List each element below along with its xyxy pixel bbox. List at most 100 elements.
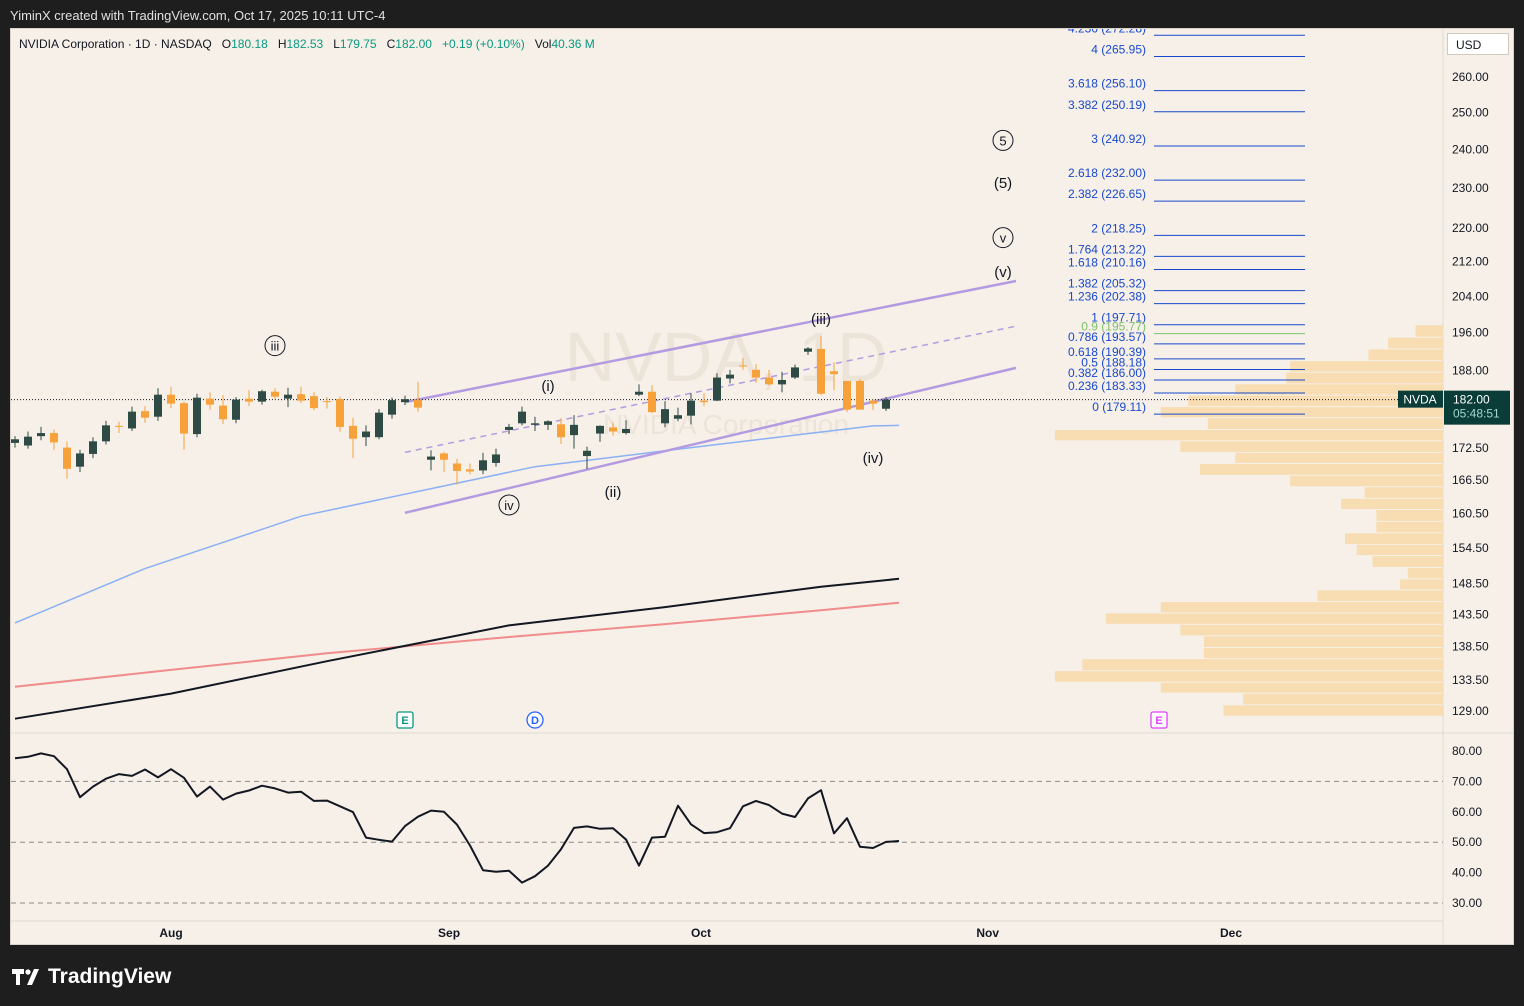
candle-body [115, 425, 123, 427]
wave-label: (ii) [605, 484, 622, 501]
candle [336, 396, 344, 432]
candle [375, 409, 383, 440]
price-tag [1444, 390, 1510, 425]
candle [206, 392, 214, 410]
price-tick-label: 148.50 [1452, 577, 1489, 591]
fib-level-label: 1.618 (210.16) [1068, 256, 1146, 270]
candle [466, 463, 474, 475]
candle-body [414, 399, 422, 408]
volume-profile-bar [1364, 487, 1443, 498]
close-label: C [386, 37, 396, 51]
price-tick-label: 154.50 [1452, 541, 1489, 555]
brand[interactable]: TradingView [12, 965, 171, 989]
candle [219, 395, 227, 424]
time-tick-label: Aug [159, 926, 182, 940]
candle [596, 425, 604, 442]
candle-body [700, 400, 708, 403]
volume-profile-bar [1235, 384, 1443, 395]
candle [362, 425, 370, 447]
candle-body [141, 411, 149, 418]
watermark-name: NVIDIA Corporation [603, 409, 849, 440]
high-value: 182.53 [286, 37, 324, 51]
candle-body [648, 391, 656, 413]
time-tick-label: Sep [438, 926, 460, 940]
fib-level-label: 4.236 (272.28) [1068, 29, 1146, 35]
candle [713, 373, 721, 402]
candle-body [544, 421, 552, 425]
candle [180, 401, 188, 450]
fib-level-label: 2.618 (232.00) [1068, 166, 1146, 180]
price-tick-label: 143.50 [1452, 608, 1489, 622]
candle [856, 379, 864, 410]
volume-profile-bar [1376, 521, 1443, 533]
event-marker[interactable]: E [396, 711, 414, 729]
candle-body [531, 423, 539, 425]
event-marker-shape [1150, 711, 1168, 729]
event-marker[interactable]: E [1150, 711, 1168, 729]
ma200-line [14, 577, 900, 720]
candle [440, 451, 448, 473]
rsi-tick-label: 30.00 [1452, 896, 1482, 910]
fib-level-label: 1.764 (213.22) [1068, 242, 1146, 256]
time-tick-label: Dec [1220, 926, 1242, 940]
volume-profile-bar [1082, 659, 1443, 671]
candle [479, 452, 487, 475]
attribution-text: YiminX created with TradingView.com, Oct… [10, 8, 386, 23]
candle [843, 380, 851, 413]
candle-body [661, 409, 669, 424]
candle-body [167, 394, 175, 404]
fib-level-label: 3.382 (250.19) [1068, 98, 1146, 112]
candle-body [258, 391, 266, 402]
candle-body [440, 453, 448, 460]
candle [141, 406, 149, 423]
candle-body [232, 399, 240, 420]
fib-level-label: 0.382 (186.00) [1068, 366, 1146, 380]
wave-label-circle [264, 335, 286, 357]
event-marker-shape [396, 711, 414, 729]
candle [115, 421, 123, 434]
candle-body [271, 391, 279, 397]
volume-profile-bar [1341, 498, 1443, 509]
volume-profile-bar [1415, 325, 1443, 337]
candle [661, 401, 669, 428]
event-marker[interactable]: D [526, 711, 544, 729]
candle-body [401, 399, 409, 403]
candle-body [24, 436, 32, 446]
candle-body [505, 426, 513, 430]
chart-frame[interactable]: NVDA, 1D NVIDIA Corporation 4.236 (272.28)… [10, 28, 1514, 945]
currency-selector[interactable]: USD [1447, 33, 1509, 55]
channel-middle-line [404, 325, 1017, 454]
candle [739, 357, 747, 370]
candle-body [752, 369, 760, 378]
wave-label: (i) [541, 378, 554, 395]
volume-profile-bar [1399, 579, 1443, 590]
candle-body [76, 453, 84, 467]
candle-body [427, 456, 435, 460]
candle-body [596, 425, 604, 434]
candle [687, 393, 695, 425]
candle [89, 437, 97, 459]
candle [50, 429, 58, 450]
volume-profile-bar [1317, 590, 1443, 602]
rsi-tick-label: 80.00 [1452, 744, 1482, 758]
candle-body [375, 412, 383, 438]
candle [648, 385, 656, 414]
price-tick-label: 166.50 [1452, 473, 1489, 487]
candle-body [687, 400, 695, 416]
volume-profile-bar [1376, 509, 1443, 521]
chart-canvas[interactable]: NVDA, 1D NVIDIA Corporation 4.236 (272.28)… [11, 29, 1513, 944]
wave-label: 5 [999, 133, 1006, 148]
wave-label: v [1000, 231, 1007, 246]
wave-label: (v) [994, 264, 1012, 281]
volume-profile-bar [1203, 648, 1443, 659]
candle [778, 371, 786, 393]
wave-label-circle [992, 129, 1014, 151]
volume-profile-bar [1290, 475, 1443, 487]
candle-body [206, 398, 214, 405]
candle-body [739, 365, 747, 367]
candle [830, 362, 838, 391]
candle [635, 384, 643, 397]
volume-profile-bar [1188, 395, 1443, 407]
candle [297, 386, 305, 404]
candle [453, 458, 461, 485]
